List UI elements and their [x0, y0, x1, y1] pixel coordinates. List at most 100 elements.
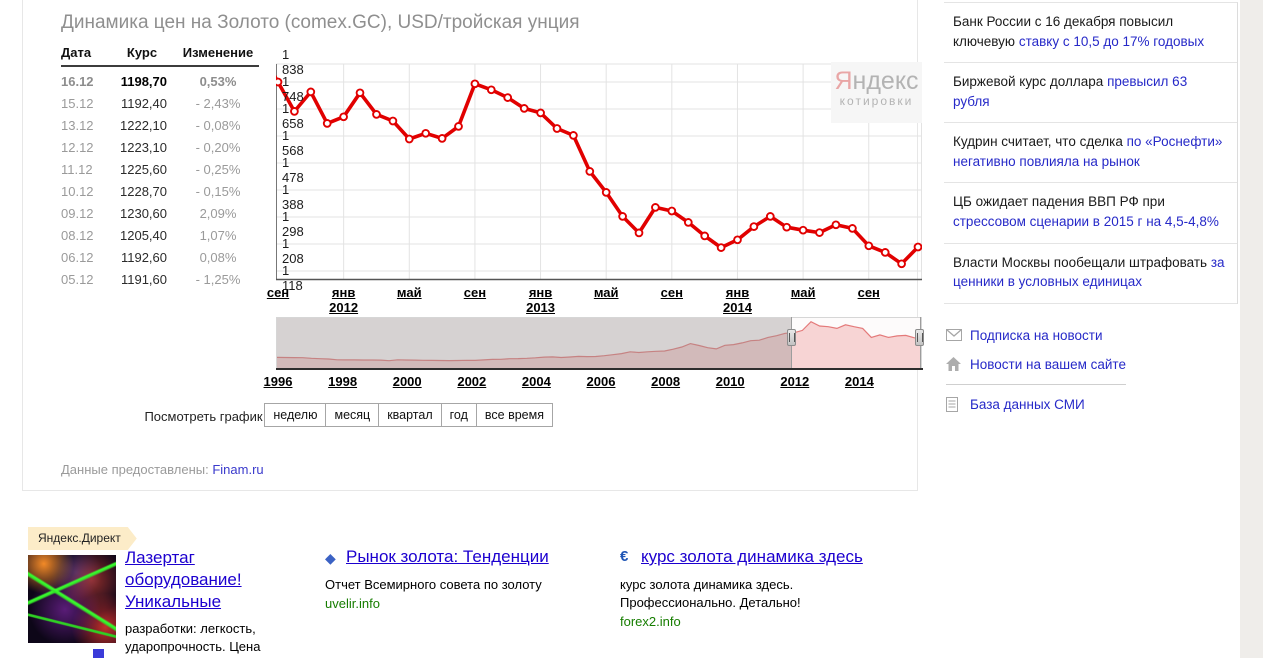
period-button[interactable]: год	[440, 403, 477, 427]
x-axis-label[interactable]: сен	[266, 285, 290, 300]
table-row: 06.12 1192,60 0,08%	[61, 246, 259, 268]
sidebar-divider	[946, 383, 1126, 385]
price-cell: 1192,60	[120, 249, 167, 265]
news-item: Власти Москвы пообещали штрафовать за це…	[944, 244, 1237, 304]
x-axis-year-label[interactable]: 2013	[526, 300, 556, 315]
x-axis-label[interactable]: май	[396, 285, 422, 300]
news-sidebar: Банк России с 16 декабря повысил ключеву…	[944, 2, 1238, 419]
envelope-icon	[946, 329, 970, 342]
minimap-year-label[interactable]: 2006	[586, 374, 616, 389]
x-axis-label[interactable]: янв	[331, 285, 356, 300]
minimap-year-label[interactable]: 1998	[328, 374, 358, 389]
x-axis-year-label[interactable]: 2012	[329, 300, 359, 315]
diamond-icon: ◆	[325, 550, 336, 566]
period-button[interactable]: неделю	[264, 403, 327, 427]
sidebar-link-label[interactable]: Подписка на новости	[970, 327, 1103, 343]
news-link[interactable]: превысил 63 рубля	[953, 74, 1188, 109]
minimap-year-label[interactable]: 2002	[457, 374, 487, 389]
provider-link[interactable]: Finam.ru	[212, 462, 264, 477]
x-axis-label[interactable]: сен	[660, 285, 683, 300]
table-row: 12.12 1223,10 - 0,20%	[61, 136, 259, 158]
ad-body-gold-rate: курс золота динамика здесь. Профессионал…	[620, 577, 801, 610]
period-button[interactable]: квартал	[378, 403, 442, 427]
change-cell: - 0,08%	[195, 117, 241, 133]
news-text: Власти Москвы пообещали штрафовать	[953, 254, 1211, 270]
news-item: Кудрин считает, что сделка по «Роснефти»…	[944, 123, 1237, 184]
minimap-year-label[interactable]: 2004	[521, 374, 551, 389]
euro-icon: €	[620, 548, 629, 565]
minimap-year-label[interactable]: 2010	[715, 374, 745, 389]
minimap-year-label[interactable]: 1996	[263, 374, 293, 389]
change-cell: - 0,25%	[195, 161, 241, 177]
y-axis-label: 1 658	[282, 101, 304, 131]
table-row: 10.12 1228,70 - 0,15%	[61, 180, 259, 202]
sidebar-link-label[interactable]: База данных СМИ	[970, 396, 1085, 412]
x-axis-year-label[interactable]: 2014	[723, 300, 752, 315]
change-cell: 1,07%	[199, 227, 237, 243]
price-cell: 1228,70	[120, 183, 167, 199]
minimap-year-label[interactable]: 2000	[392, 374, 422, 389]
x-axis-label[interactable]: янв	[528, 285, 553, 300]
table-row: 09.12 1230,60 2,09%	[61, 202, 259, 224]
price-cell: 1223,10	[120, 139, 167, 155]
x-axis-label[interactable]: сен	[463, 285, 487, 300]
page-right-gutter	[1240, 0, 1263, 658]
news-link[interactable]: по «Роснефти» негативно повлияла на рыно…	[953, 134, 1223, 169]
ad-url-gold-rate: forex2.info	[620, 614, 681, 629]
x-axis-label[interactable]: май	[790, 285, 816, 300]
sidebar-link: Подписка на новости	[946, 321, 1238, 350]
ad-lasertag-image[interactable]	[28, 555, 116, 643]
date-cell: 08.12	[61, 227, 94, 243]
news-link[interactable]: ставку с 10,5 до 17% годовых	[1018, 33, 1205, 49]
period-button[interactable]: все время	[475, 403, 553, 427]
header-price: Курс	[126, 45, 158, 60]
news-link[interactable]: за ценники в условных единицах	[953, 254, 1225, 290]
news-list: Банк России с 16 декабря повысил ключеву…	[944, 2, 1238, 304]
date-cell: 12.12	[61, 139, 94, 155]
x-axis-label[interactable]: май	[593, 285, 619, 300]
minimap-year-label[interactable]: 2012	[780, 374, 810, 389]
x-axis-label[interactable]: сен	[857, 285, 880, 300]
ad-title-gold-market[interactable]: Рынок золота: Тенденции	[346, 547, 549, 566]
header-date: Дата	[61, 45, 92, 60]
minimap-year-label[interactable]: 2008	[651, 374, 681, 389]
provider-label: Данные предоставлены:	[61, 462, 209, 477]
minimap-year-label[interactable]: 2014	[844, 374, 874, 389]
quotes-table-body: 16.12 1198,70 0,53% 15.12 1192,40 - 2,43% 13.1…	[61, 70, 259, 290]
price-cell: 1192,40	[120, 95, 167, 111]
sidebar-link-label[interactable]: Новости на вашем сайте	[970, 356, 1126, 372]
price-cell: 1222,10	[120, 117, 167, 133]
range-selector-minimap[interactable]	[276, 317, 922, 368]
table-row: 15.12 1192,40 - 2,43%	[61, 92, 259, 114]
period-button[interactable]: месяц	[325, 403, 380, 427]
document-icon	[946, 396, 970, 412]
sidebar-link: База данных СМИ	[946, 390, 1238, 419]
yandex-direct-badge[interactable]: Яндекс.Директ	[28, 527, 137, 550]
y-axis-label: 1 208	[282, 236, 304, 266]
range-handle-left[interactable]	[787, 329, 796, 346]
data-provider: Данные предоставлены: Finam.ru	[61, 462, 264, 477]
y-axis-label: 1 298	[282, 209, 304, 239]
table-row: 08.12 1205,40 1,07%	[61, 224, 259, 246]
date-cell: 11.12	[61, 161, 93, 177]
change-cell: 2,09%	[199, 205, 237, 221]
home-icon	[946, 357, 970, 372]
news-link[interactable]: стрессовом сценарии в 2015 г на 4,5-4,8%	[953, 213, 1219, 229]
date-cell: 05.12	[61, 271, 94, 287]
range-handle-right[interactable]	[915, 329, 924, 346]
sidebar-link: Новости на вашем сайте	[946, 350, 1238, 379]
date-cell: 13.12	[61, 117, 94, 133]
y-axis-label: 1 388	[282, 182, 304, 212]
change-cell: - 2,43%	[195, 95, 241, 111]
table-row: 16.12 1198,70 0,53%	[61, 70, 259, 92]
sidebar-links: Подписка на новости Новости на вашем сайт…	[944, 321, 1238, 419]
period-buttons: неделю месяц квартал год все время	[264, 403, 553, 427]
ad-title-lasertag[interactable]: Лазертаг оборудование! Уникальные	[125, 548, 242, 612]
ad-title-gold-rate[interactable]: курс золота динамика здесь	[641, 547, 863, 566]
ad-url-gold-market: uvelir.info	[325, 596, 380, 611]
table-row: 05.12 1191,60 - 1,25%	[61, 268, 259, 290]
x-axis-label[interactable]: янв	[725, 285, 750, 300]
news-text: Биржевой курс доллара	[953, 74, 1108, 90]
date-cell: 10.12	[61, 183, 94, 199]
